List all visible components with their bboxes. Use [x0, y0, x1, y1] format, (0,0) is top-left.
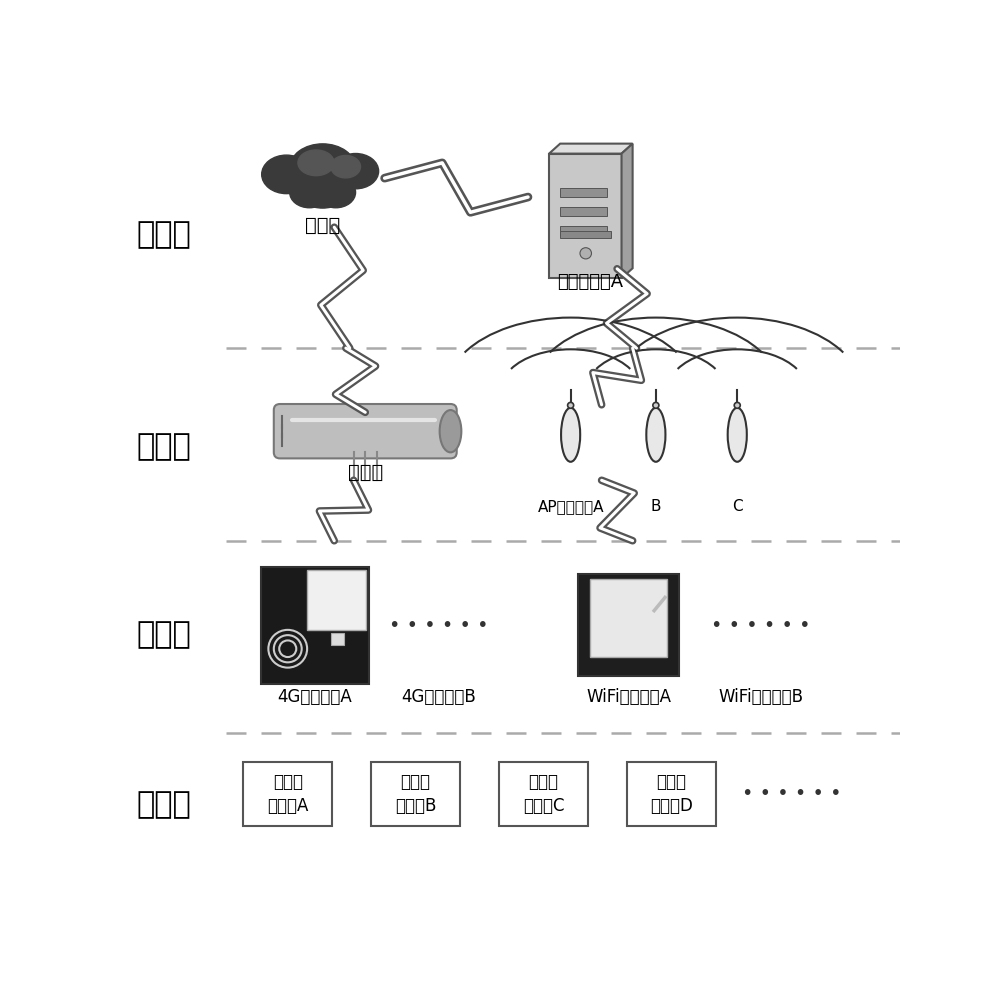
FancyBboxPatch shape — [590, 579, 667, 657]
Bar — [560, 188, 607, 197]
Text: 应用层: 应用层 — [136, 221, 191, 249]
Text: WiFi传输模块A: WiFi传输模块A — [586, 688, 671, 706]
Bar — [627, 761, 716, 826]
Circle shape — [568, 402, 574, 408]
Ellipse shape — [298, 150, 334, 176]
Text: 振弦式
传感器B: 振弦式 传感器B — [395, 773, 436, 814]
Polygon shape — [622, 143, 633, 279]
Text: WiFi传输模块B: WiFi传输模块B — [718, 688, 803, 706]
Bar — [499, 761, 588, 826]
Text: • • • • • •: • • • • • • — [742, 784, 841, 803]
Text: 以太网: 以太网 — [348, 463, 383, 482]
Bar — [261, 567, 369, 684]
Ellipse shape — [331, 155, 361, 178]
Ellipse shape — [646, 408, 665, 462]
Bar — [560, 207, 607, 216]
Text: • • • • • •: • • • • • • — [389, 616, 489, 635]
Text: 边缘层: 边缘层 — [136, 621, 191, 649]
Bar — [560, 226, 607, 234]
Text: 本地服务器A: 本地服务器A — [557, 273, 623, 290]
Text: 传输层: 传输层 — [136, 432, 191, 461]
FancyBboxPatch shape — [549, 154, 622, 279]
Bar — [371, 761, 460, 826]
Polygon shape — [549, 143, 633, 154]
Text: C: C — [732, 499, 743, 514]
Text: AP中继站点A: AP中继站点A — [537, 499, 604, 514]
Text: B: B — [651, 499, 661, 514]
Circle shape — [653, 402, 659, 408]
Text: 4G传输模块A: 4G传输模块A — [278, 688, 352, 706]
Bar — [578, 574, 679, 676]
Ellipse shape — [262, 155, 311, 193]
Ellipse shape — [316, 177, 356, 208]
Ellipse shape — [300, 180, 346, 208]
Ellipse shape — [728, 408, 747, 462]
Ellipse shape — [561, 408, 580, 462]
Text: 云平台: 云平台 — [305, 216, 340, 234]
Text: 振弦式
传感器A: 振弦式 传感器A — [267, 773, 308, 814]
Bar — [243, 761, 332, 826]
Circle shape — [734, 402, 740, 408]
Text: 振弦式
传感器D: 振弦式 传感器D — [650, 773, 693, 814]
Text: • • • • • •: • • • • • • — [711, 616, 810, 635]
FancyBboxPatch shape — [274, 404, 457, 458]
Bar — [560, 231, 611, 238]
Ellipse shape — [333, 153, 379, 188]
FancyBboxPatch shape — [307, 570, 366, 631]
Text: 物理层: 物理层 — [136, 791, 191, 819]
Bar — [331, 634, 344, 645]
Text: 振弦式
传感器C: 振弦式 传感器C — [523, 773, 564, 814]
Ellipse shape — [290, 177, 329, 208]
Ellipse shape — [290, 144, 356, 192]
Text: 4G传输模块B: 4G传输模块B — [402, 688, 476, 706]
Ellipse shape — [440, 410, 461, 452]
Circle shape — [580, 247, 591, 259]
